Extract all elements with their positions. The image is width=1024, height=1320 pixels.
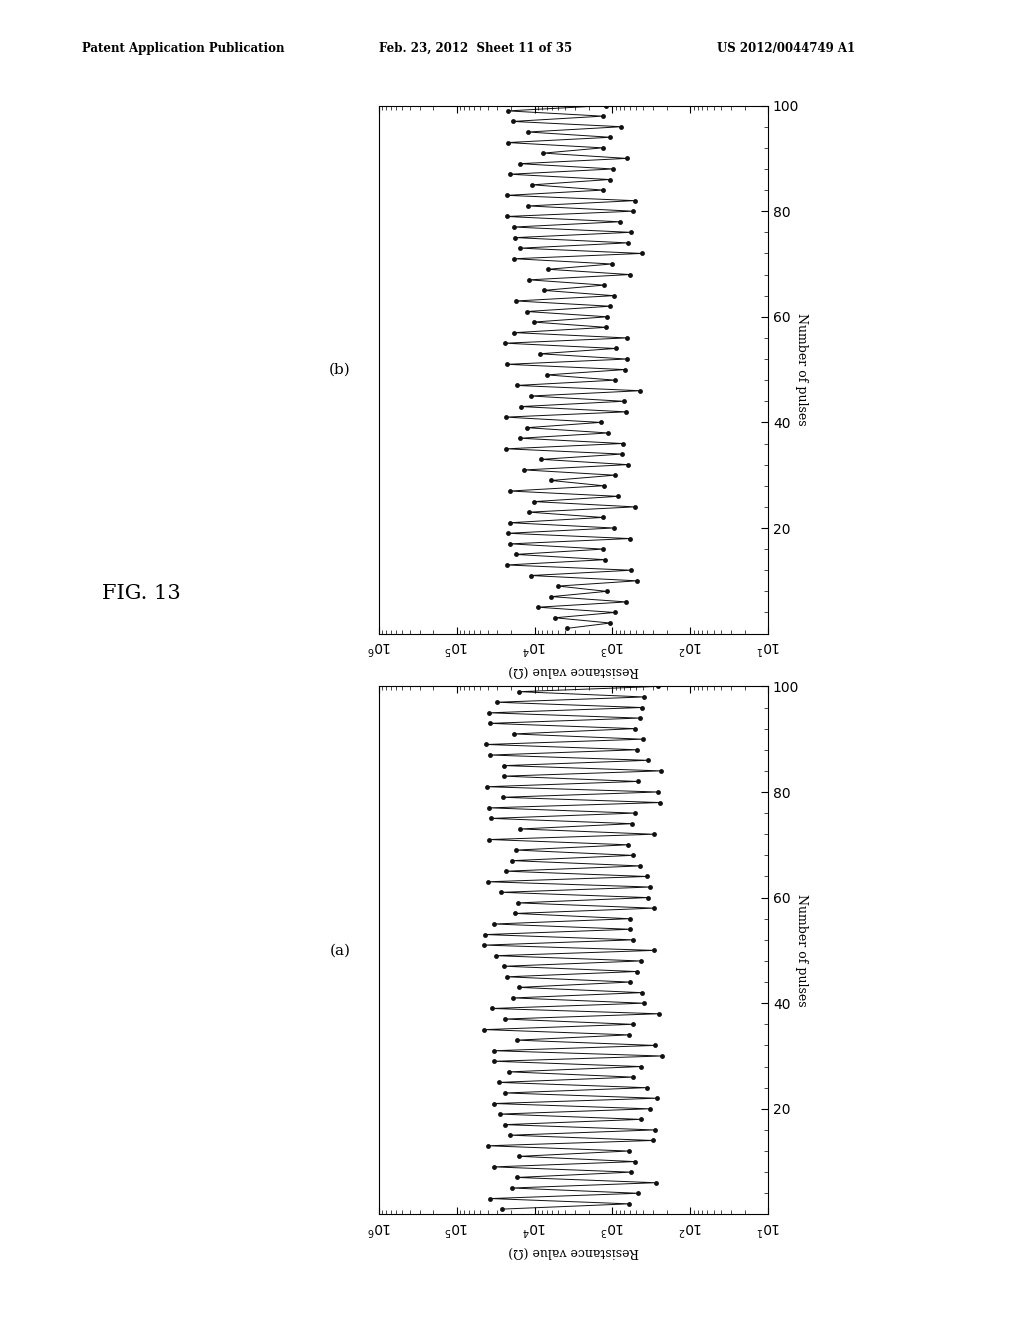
- X-axis label: Resistance value (Ω): Resistance value (Ω): [508, 664, 639, 677]
- Text: (b): (b): [329, 363, 351, 376]
- Text: US 2012/0044749 A1: US 2012/0044749 A1: [717, 42, 855, 55]
- Y-axis label: Number of pulses: Number of pulses: [795, 313, 808, 426]
- Text: Feb. 23, 2012  Sheet 11 of 35: Feb. 23, 2012 Sheet 11 of 35: [379, 42, 572, 55]
- X-axis label: Resistance value (Ω): Resistance value (Ω): [508, 1245, 639, 1258]
- Y-axis label: Number of pulses: Number of pulses: [795, 894, 808, 1007]
- Text: (a): (a): [330, 944, 350, 957]
- Text: Patent Application Publication: Patent Application Publication: [82, 42, 285, 55]
- Text: FIG. 13: FIG. 13: [102, 585, 181, 603]
